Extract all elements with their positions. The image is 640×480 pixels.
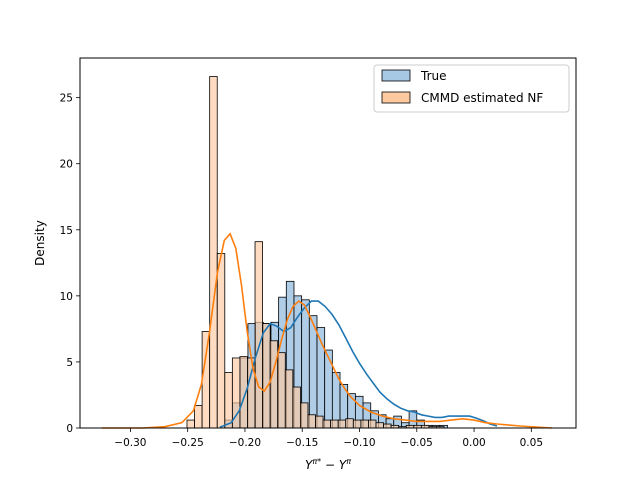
x-tick-label-1: −0.25 (172, 437, 204, 449)
bar-cmmd-24 (368, 419, 377, 429)
x-tick-label-7: 0.05 (520, 437, 543, 449)
kde-curves (101, 232, 552, 429)
legend-swatch-true (381, 69, 411, 82)
bar-cmmd-20 (337, 419, 347, 429)
bar-cmmd-14 (292, 386, 301, 429)
bar-cmmd-3 (209, 76, 218, 429)
x-axis-ticks: −0.30 −0.25 −0.20 −0.15 −0.10 −0.05 0.00 0.05 (114, 428, 543, 449)
bar-cmmd-15 (299, 402, 309, 429)
kde-line-true (219, 300, 498, 429)
legend-box (373, 64, 570, 113)
bar-cmmd-13 (284, 369, 294, 429)
bar-cmmd-19 (330, 419, 339, 429)
legend-label-true: True (420, 69, 447, 83)
bar-cmmd-23 (360, 419, 369, 429)
kde-line-cmmd (101, 232, 552, 429)
x-tick-label-5: −0.05 (401, 437, 433, 449)
y-tick-label-5: 25 (60, 93, 73, 105)
bar-cmmd-8 (247, 357, 256, 429)
x-tick-label-6: 0.00 (462, 437, 485, 449)
y-axis-ticks: 0 5 10 15 20 25 (60, 93, 80, 435)
legend: True CMMD estimated NF (373, 64, 570, 113)
bar-cmmd-1 (194, 405, 203, 429)
bar-cmmd-21 (345, 418, 354, 429)
bar-cmmd-6 (231, 357, 241, 429)
histogram-bars (186, 76, 448, 429)
plot-frame (79, 57, 577, 429)
bar-cmmd-2 (201, 331, 211, 429)
legend-swatch-cmmd (381, 91, 411, 104)
y-tick-label-0: 0 (66, 423, 73, 435)
x-tick-label-4: −0.10 (343, 437, 375, 449)
bar-cmmd-18 (322, 419, 332, 429)
bar-cmmd-4 (216, 253, 226, 429)
bar-cmmd-10 (262, 323, 271, 429)
bar-cmmd-11 (269, 340, 279, 429)
x-axis-label: Yπ* − Yπ (305, 457, 351, 472)
x-tick-label-0: −0.30 (114, 437, 146, 449)
x-tick-label-2: −0.20 (229, 437, 261, 449)
y-axis-label: Density (33, 220, 47, 266)
bar-cmmd-0 (186, 419, 195, 429)
bar-cmmd-12 (277, 352, 286, 429)
y-tick-label-4: 20 (60, 159, 73, 171)
bar-cmmd-5 (224, 372, 233, 429)
bar-cmmd-17 (315, 415, 324, 429)
y-tick-label-2: 10 (60, 291, 73, 303)
x-tick-label-3: −0.15 (286, 437, 318, 449)
legend-label-cmmd: CMMD estimated NF (421, 91, 543, 105)
bar-cmmd-9 (254, 241, 263, 429)
bar-cmmd-26 (383, 423, 392, 429)
y-tick-label-1: 5 (66, 357, 73, 369)
y-tick-label-3: 15 (60, 225, 73, 237)
bar-true-11 (308, 315, 318, 429)
bar-cmmd-25 (375, 422, 384, 429)
bar-cmmd-22 (352, 419, 362, 429)
bar-cmmd-16 (307, 414, 316, 429)
